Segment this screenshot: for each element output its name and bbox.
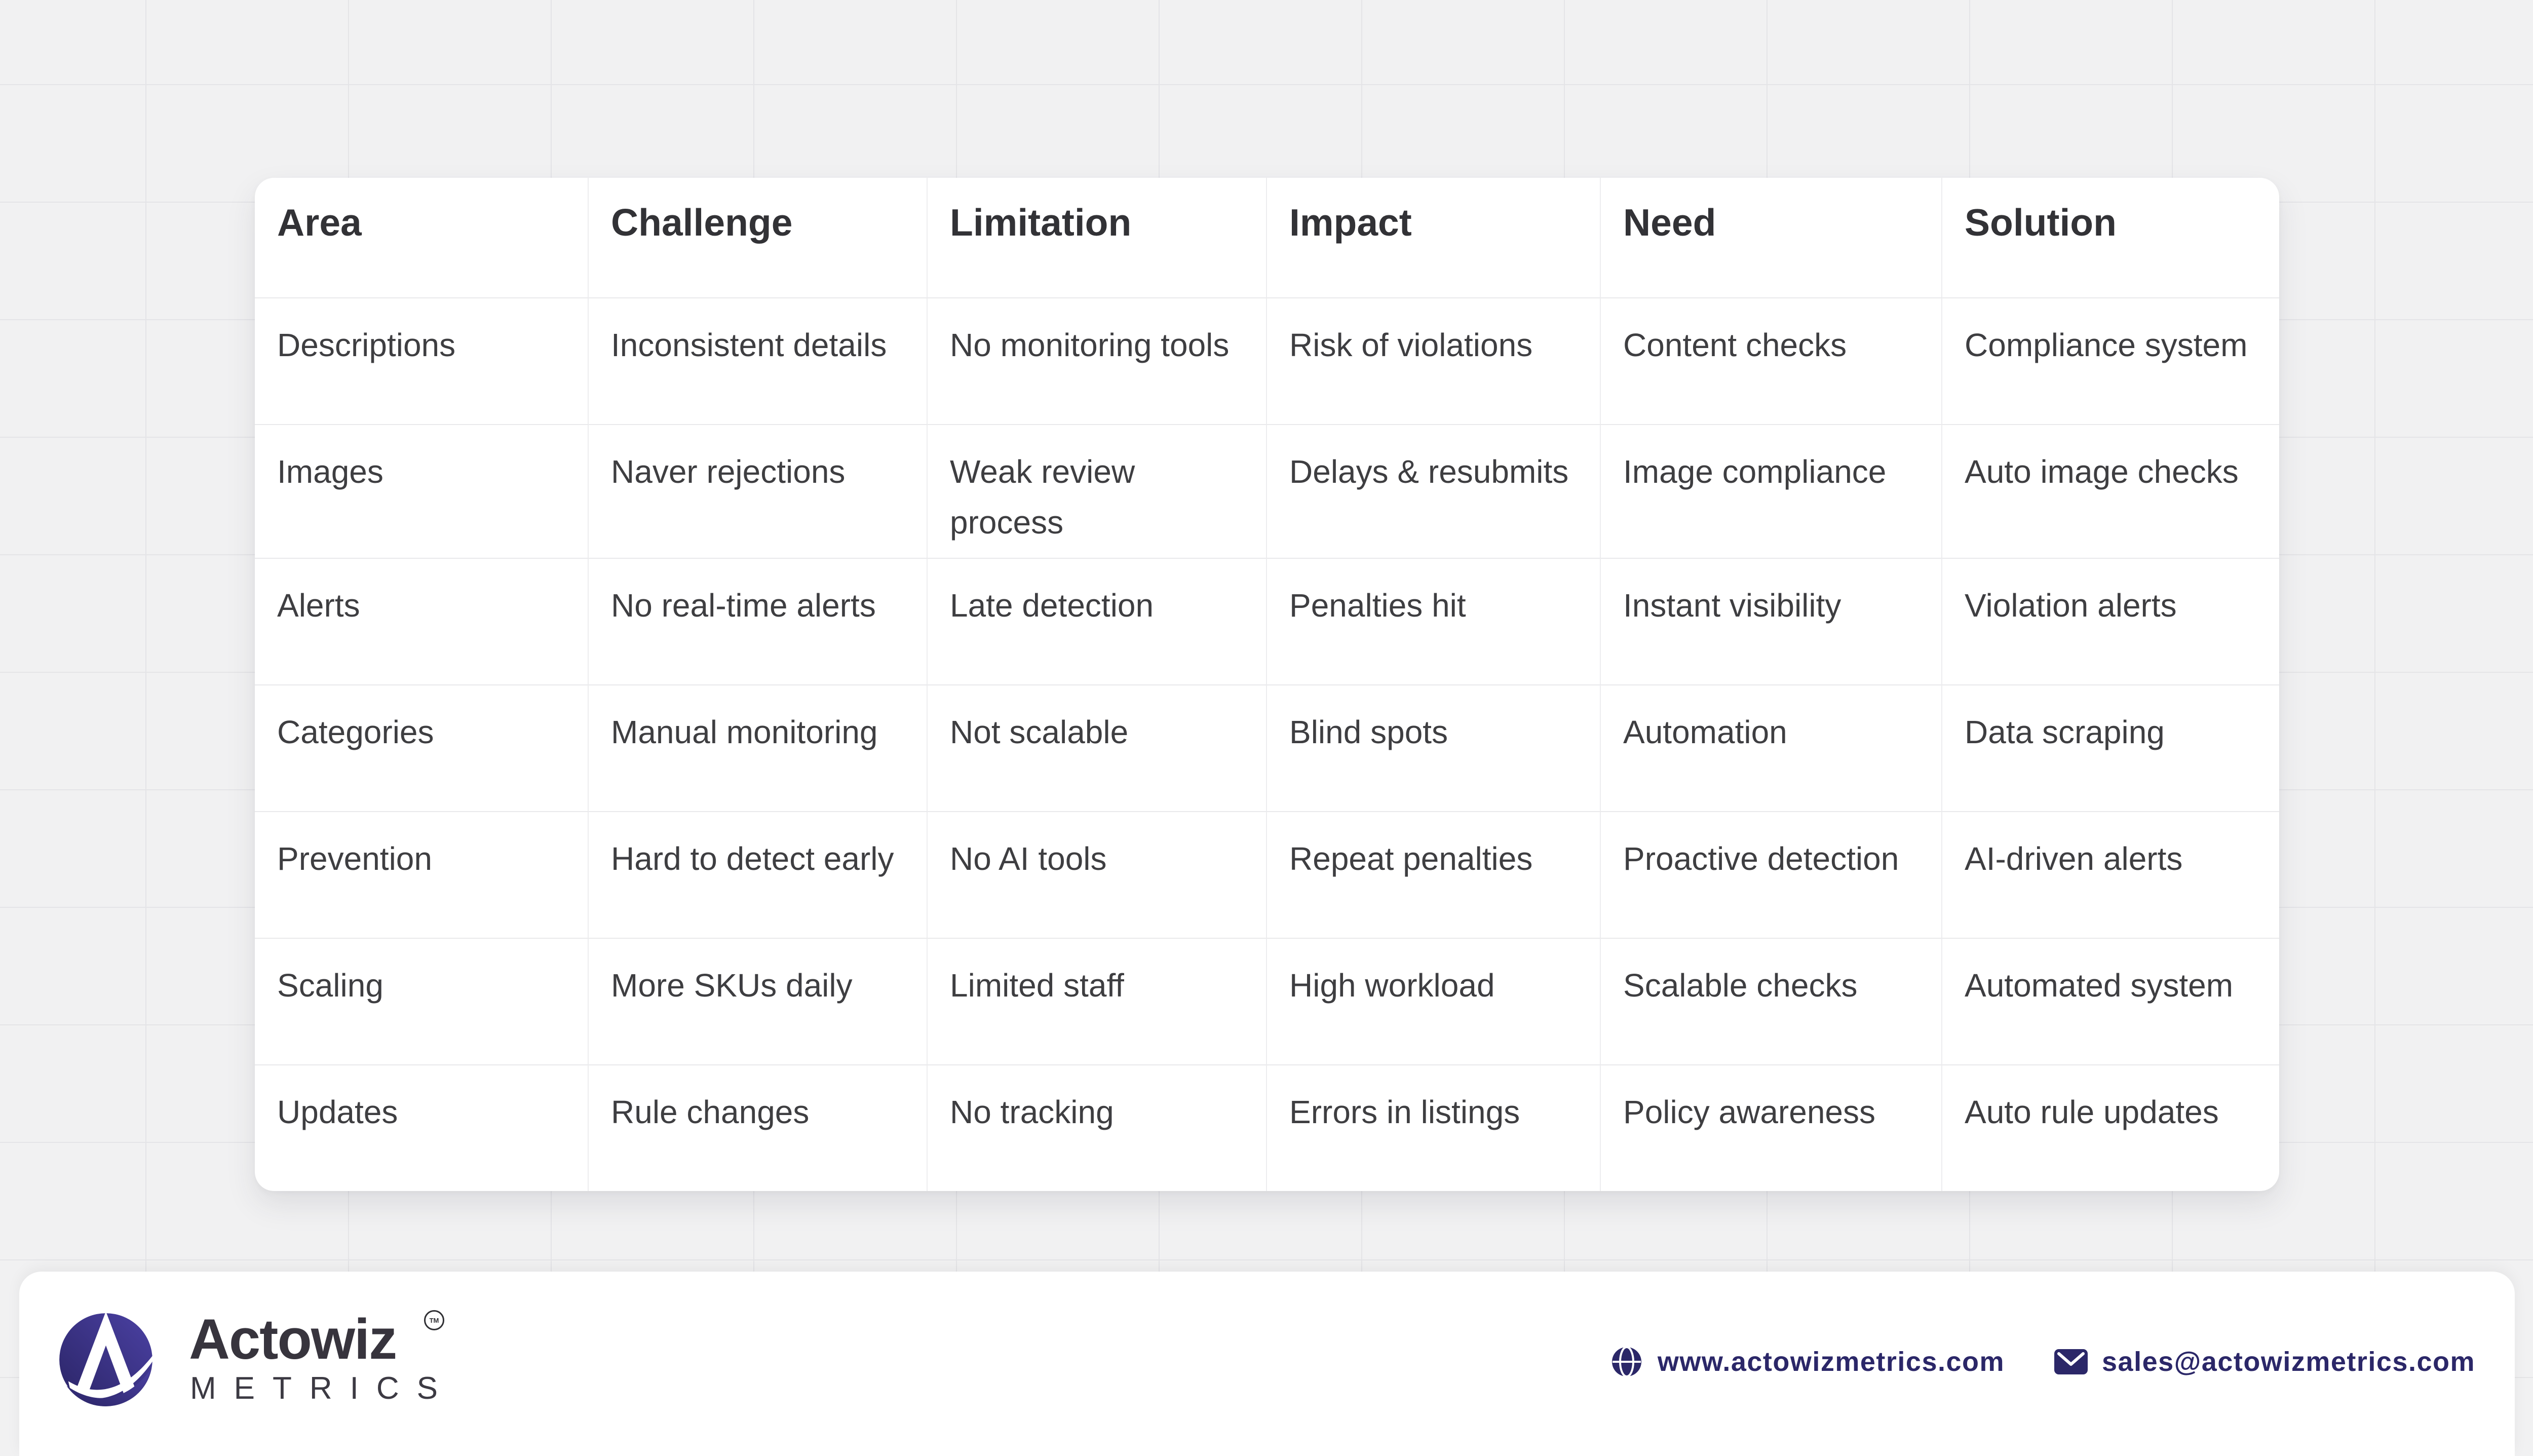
- table-cell: Proactive detection: [1601, 811, 1942, 938]
- table-cell: No monitoring tools: [928, 297, 1267, 424]
- comparison-table: Area Challenge Limitation Impact Need Solutio…: [255, 178, 2279, 1191]
- column-header: Area: [255, 178, 589, 297]
- table-cell: Categories: [255, 684, 589, 811]
- trademark-icon: TM: [424, 1310, 444, 1330]
- email-address: sales@actowizmetrics.com: [2102, 1347, 2475, 1377]
- table-cell: Content checks: [1601, 297, 1942, 424]
- table-cell: More SKUs daily: [589, 938, 928, 1064]
- globe-icon: [1611, 1346, 1641, 1377]
- email-link[interactable]: sales@actowizmetrics.com: [2053, 1346, 2475, 1377]
- column-header: Challenge: [589, 178, 928, 297]
- column-header: Impact: [1267, 178, 1601, 297]
- table-cell: High workload: [1267, 938, 1601, 1064]
- table-cell: Risk of violations: [1267, 297, 1601, 424]
- table-cell: Image compliance: [1601, 424, 1942, 558]
- table-cell: AI-driven alerts: [1942, 811, 2279, 938]
- table-cell: No tracking: [928, 1064, 1267, 1191]
- table-cell: No AI tools: [928, 811, 1267, 938]
- footer-contacts: www.actowizmetrics.com sales@actowizmetr…: [1609, 1343, 2475, 1381]
- table-cell: Delays & resubmits: [1267, 424, 1601, 558]
- table-cell: Auto rule updates: [1942, 1064, 2279, 1191]
- table-cell: Inconsistent details: [589, 297, 928, 424]
- table-cell: Descriptions: [255, 297, 589, 424]
- table-cell: Repeat penalties: [1267, 811, 1601, 938]
- table-cell: Manual monitoring: [589, 684, 928, 811]
- table-cell: Rule changes: [589, 1064, 928, 1191]
- column-header: Need: [1601, 178, 1942, 297]
- table-cell: No real-time alerts: [589, 558, 928, 684]
- website-url: www.actowizmetrics.com: [1657, 1347, 2005, 1377]
- table-cell: Images: [255, 424, 589, 558]
- table-cell: Updates: [255, 1064, 589, 1191]
- table-cell: Policy awareness: [1601, 1064, 1942, 1191]
- website-link[interactable]: www.actowizmetrics.com: [1609, 1344, 2005, 1380]
- table-cell: Alerts: [255, 558, 589, 684]
- envelope-icon: [2054, 1349, 2088, 1374]
- column-header: Solution: [1965, 201, 2117, 244]
- table-cell: Scaling: [255, 938, 589, 1064]
- table-cell: Late detection: [928, 558, 1267, 684]
- table-cell: Naver rejections: [589, 424, 928, 558]
- brand-subtitle: METRICS: [190, 1371, 455, 1406]
- table-cell: Auto image checks: [1942, 424, 2279, 558]
- footer-bar: Actowiz TM METRICS www.actowizmetrics.co…: [19, 1272, 2515, 1456]
- table-cell: Violation alerts: [1942, 558, 2279, 684]
- table-cell: Compliance system: [1942, 297, 2279, 424]
- table-cell: Instant visibility: [1601, 558, 1942, 684]
- table-cell: Blind spots: [1267, 684, 1601, 811]
- table-cell: Weak review process: [928, 424, 1267, 558]
- table-cell: Hard to detect early: [589, 811, 928, 938]
- actowiz-a-logo-icon: [59, 1311, 157, 1406]
- table-cell: Data scraping: [1942, 684, 2279, 811]
- table-cell: Prevention: [255, 811, 589, 938]
- table-cell: Limited staff: [928, 938, 1267, 1064]
- table-cell: Scalable checks: [1601, 938, 1942, 1064]
- table-cell: Automated system: [1942, 938, 2279, 1064]
- table-cell: Not scalable: [928, 684, 1267, 811]
- table-grid: Area Challenge Limitation Impact Need Solutio…: [255, 178, 2279, 1191]
- table-cell: Penalties hit: [1267, 558, 1601, 684]
- table-cell: Errors in listings: [1267, 1064, 1601, 1191]
- column-header: Limitation: [928, 178, 1267, 297]
- brand-name: Actowiz: [189, 1308, 397, 1371]
- table-cell: Automation: [1601, 684, 1942, 811]
